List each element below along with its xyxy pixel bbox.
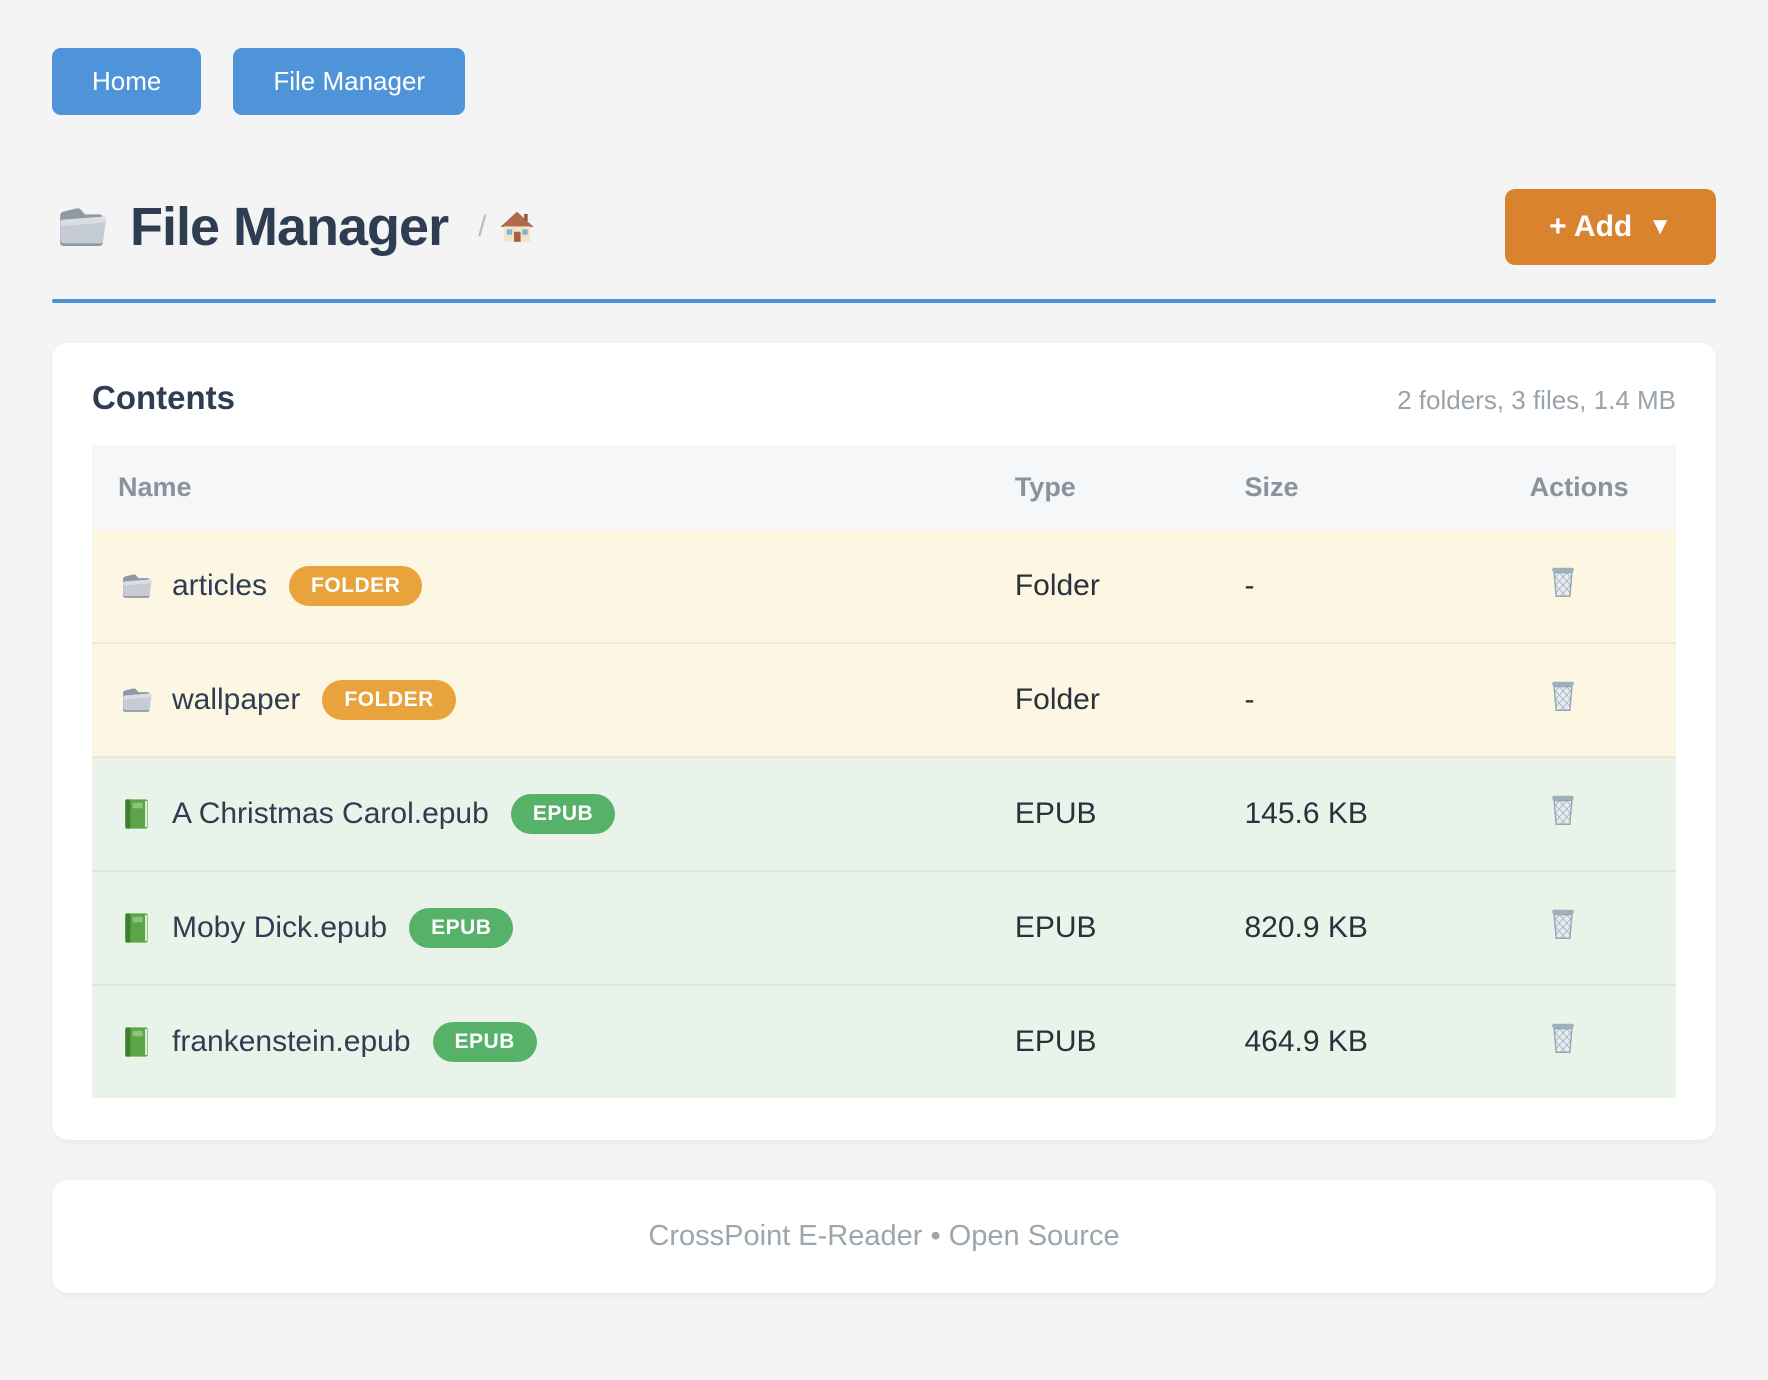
size-cell: 464.9 KB [1244,1025,1368,1058]
type-cell: Folder [1014,683,1100,716]
folder-icon [52,198,110,256]
name-cell: frankenstein.epub EPUB [92,985,1003,1098]
title-wrap: File Manager / [52,196,536,258]
size-cell: 820.9 KB [1244,911,1368,944]
contents-card: Contents 2 folders, 3 files, 1.4 MB Name… [52,343,1716,1140]
breadcrumb: / [478,208,536,246]
type-badge: FOLDER [322,680,456,720]
size-cell: - [1244,569,1255,602]
table-row: frankenstein.epub EPUB EPUB 464.9 KB [92,985,1676,1098]
book-icon [118,796,154,832]
file-name-link[interactable]: frankenstein.epub [172,1025,411,1058]
type-badge: EPUB [432,1022,537,1062]
chevron-down-icon: ▼ [1648,213,1672,240]
folder-icon [118,568,154,604]
delete-button[interactable] [1530,905,1582,943]
trash-icon [1544,563,1582,601]
footer-text: CrossPoint E-Reader • Open Source [648,1220,1120,1252]
home-nav-button[interactable]: Home [52,48,202,115]
actions-cell [1518,757,1676,871]
table-row: articles FOLDER Folder - [92,530,1676,643]
type-cell: EPUB [1014,797,1097,830]
header-divider [52,299,1716,303]
type-cell: EPUB [1014,911,1097,944]
size-cell: - [1244,683,1255,716]
trash-icon [1544,905,1582,943]
name-cell: articles FOLDER [92,530,1003,643]
page-title: File Manager [130,197,449,257]
breadcrumb-separator: / [478,210,487,243]
add-button[interactable]: + Add ▼ [1505,189,1716,265]
delete-button[interactable] [1530,791,1582,829]
file-table: Name Type Size Actions articles FOLDER F… [92,445,1676,1098]
trash-icon [1544,677,1582,715]
file-name-link[interactable]: articles [172,569,268,602]
contents-card-header: Contents 2 folders, 3 files, 1.4 MB [92,379,1676,417]
column-header-size: Size [1232,445,1518,530]
name-cell: Moby Dick.epub EPUB [92,871,1003,985]
trash-icon [1544,1019,1582,1057]
add-button-label: + Add [1549,210,1633,243]
type-badge: EPUB [409,908,514,948]
page: Home File Manager File Manager / + Add ▼… [52,48,1716,1293]
type-cell: EPUB [1014,1025,1097,1058]
actions-cell [1518,985,1676,1098]
top-nav: Home File Manager [52,48,1716,115]
column-header-name: Name [92,445,1003,530]
contents-summary: 2 folders, 3 files, 1.4 MB [1397,385,1676,415]
size-cell: 145.6 KB [1244,797,1368,830]
actions-cell [1518,643,1676,757]
trash-icon [1544,791,1582,829]
actions-cell [1518,530,1676,643]
type-badge: FOLDER [289,566,423,606]
book-icon [118,1024,154,1060]
file-name-link[interactable]: wallpaper [172,683,301,716]
table-row: A Christmas Carol.epub EPUB EPUB 145.6 K… [92,757,1676,871]
actions-cell [1518,871,1676,985]
file-name-link[interactable]: Moby Dick.epub [172,911,388,944]
delete-button[interactable] [1530,1019,1582,1057]
type-badge: EPUB [510,794,616,834]
footer-card: CrossPoint E-Reader • Open Source [52,1180,1716,1293]
book-icon [118,910,154,946]
delete-button[interactable] [1530,563,1582,601]
file-name-link[interactable]: A Christmas Carol.epub [172,797,489,830]
table-header-row: Name Type Size Actions [92,445,1676,530]
table-row: wallpaper FOLDER Folder - [92,643,1676,757]
column-header-type: Type [1002,445,1233,530]
type-cell: Folder [1014,569,1100,602]
column-header-actions: Actions [1517,445,1676,530]
home-icon[interactable] [498,208,536,246]
contents-title: Contents [92,379,235,416]
page-header: File Manager / + Add ▼ [52,189,1716,265]
name-cell: wallpaper FOLDER [92,643,1003,757]
folder-icon [118,682,154,718]
delete-button[interactable] [1530,677,1582,715]
file-manager-nav-button[interactable]: File Manager [233,48,466,115]
file-table-body: articles FOLDER Folder - wallpaper FOLDE… [92,530,1676,1098]
table-row: Moby Dick.epub EPUB EPUB 820.9 KB [92,871,1676,985]
name-cell: A Christmas Carol.epub EPUB [92,757,1003,871]
